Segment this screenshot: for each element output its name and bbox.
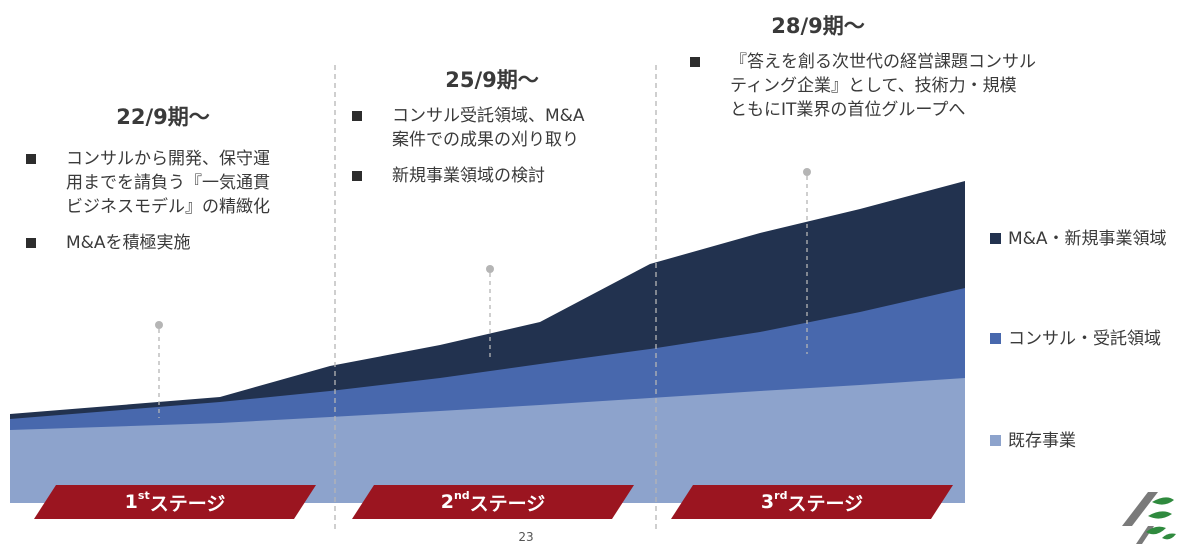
stage-ordinal: rd bbox=[774, 488, 788, 502]
bullet-text: M&Aを積極実施 bbox=[66, 233, 191, 253]
stage-ordinal: st bbox=[137, 488, 150, 502]
bullet-item: コンサルから開発、保守運 用までを請負う『一気通貫 ビジネスモデル』の精緻化 bbox=[26, 147, 326, 219]
legend-label: M&A・新規事業領域 bbox=[1008, 229, 1167, 249]
period-1-bullets: コンサルから開発、保守運 用までを請負う『一気通貫 ビジネスモデル』の精緻化 M… bbox=[26, 147, 326, 267]
stage-ordinal: nd bbox=[453, 488, 470, 502]
period-3-bullets: 『答えを創る次世代の経営課題コンサル ティング企業』として、技術力・規模 ともに… bbox=[690, 50, 1110, 134]
bullet-item: コンサル受託領域、M&A 案件での成果の刈り取り bbox=[352, 104, 652, 152]
bullet-text: コンサルから開発、保守運 用までを請負う『一気通貫 ビジネスモデル』の精緻化 bbox=[66, 149, 270, 217]
legend-item-existing: 既存事業 bbox=[990, 426, 1076, 451]
bullet-square-icon bbox=[690, 57, 700, 67]
stage-number: 3 bbox=[760, 491, 775, 513]
bullet-item: M&Aを積極実施 bbox=[26, 231, 326, 255]
stage-label: ステージ bbox=[149, 492, 226, 515]
callout-pin-3 bbox=[803, 168, 811, 354]
bullet-square-icon bbox=[352, 171, 362, 181]
page-number: 23 bbox=[518, 530, 534, 544]
bullet-square-icon bbox=[26, 154, 36, 164]
stage-label: ステージ bbox=[787, 492, 864, 515]
company-logo-icon bbox=[1122, 492, 1176, 544]
period-2-bullets: コンサル受託領域、M&A 案件での成果の刈り取り 新規事業領域の検討 bbox=[352, 104, 652, 200]
bullet-item: 新規事業領域の検討 bbox=[352, 164, 652, 188]
legend-swatch-icon bbox=[990, 333, 1001, 344]
period-label-2: 25/9期〜 bbox=[445, 68, 539, 92]
stage-number: 1 bbox=[124, 491, 138, 513]
bullet-square-icon bbox=[352, 111, 362, 121]
legend-label: コンサル・受託領域 bbox=[1008, 329, 1161, 349]
stage-number: 2 bbox=[440, 491, 454, 513]
legend-item-ma: M&A・新規事業領域 bbox=[990, 224, 1167, 249]
legend-item-consulting: コンサル・受託領域 bbox=[990, 324, 1161, 349]
area-existing-business bbox=[10, 378, 965, 503]
bullet-item: 『答えを創る次世代の経営課題コンサル ティング企業』として、技術力・規模 ともに… bbox=[690, 50, 1110, 122]
legend-label: 既存事業 bbox=[1008, 431, 1076, 451]
bullet-text: 『答えを創る次世代の経営課題コンサル ティング企業』として、技術力・規模 ともに… bbox=[730, 52, 1036, 120]
legend-swatch-icon bbox=[990, 233, 1001, 244]
legend-swatch-icon bbox=[990, 435, 1001, 446]
callout-pin-2 bbox=[486, 265, 494, 358]
period-label-3: 28/9期〜 bbox=[771, 14, 865, 38]
period-label-1: 22/9期〜 bbox=[116, 105, 210, 129]
stage-label: ステージ bbox=[469, 492, 546, 515]
bullet-text: コンサル受託領域、M&A 案件での成果の刈り取り bbox=[392, 106, 585, 150]
bullet-square-icon bbox=[26, 238, 36, 248]
bullet-text: 新規事業領域の検討 bbox=[392, 166, 545, 186]
callout-pin-1 bbox=[155, 321, 163, 418]
